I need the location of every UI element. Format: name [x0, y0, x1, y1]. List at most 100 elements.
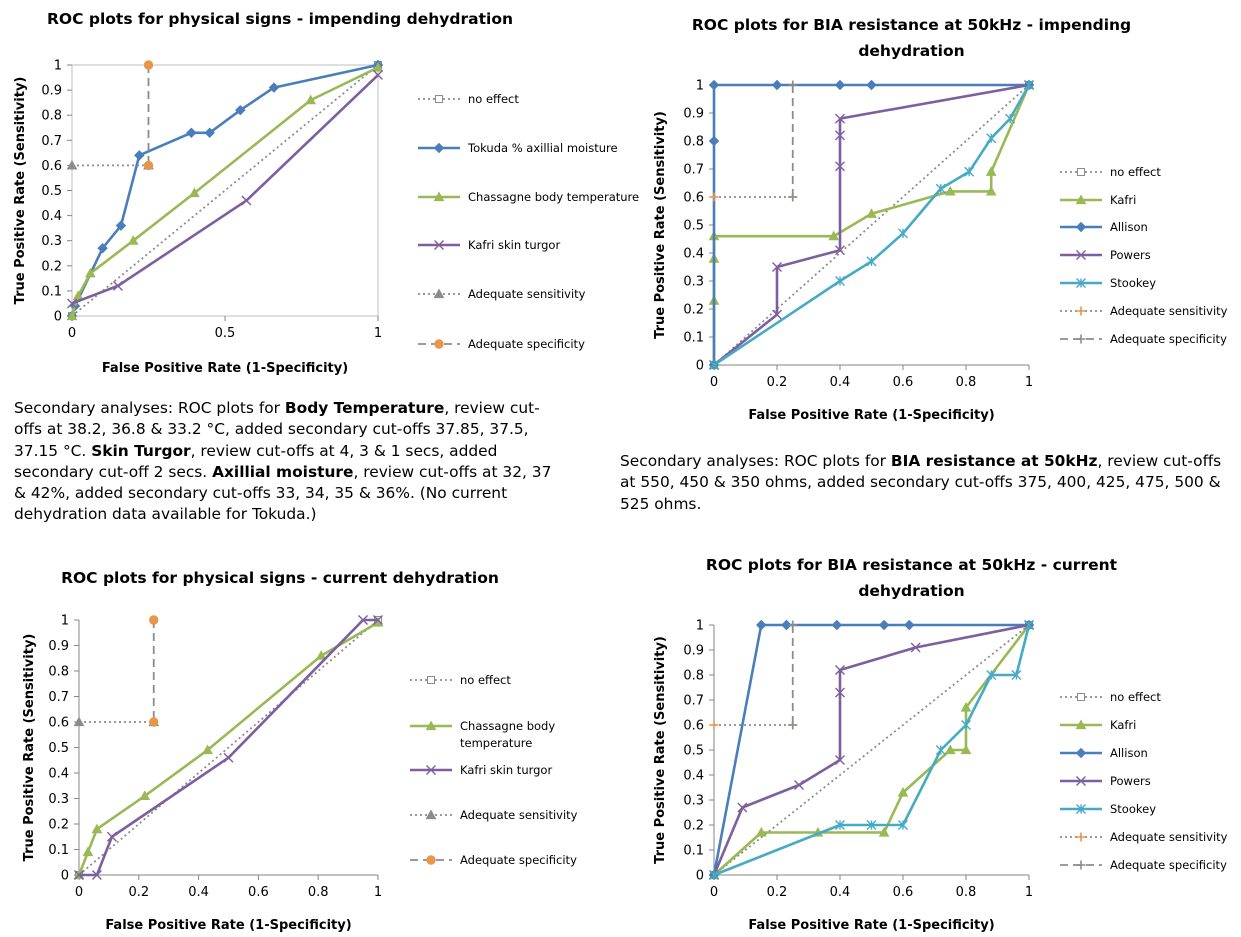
legend-marker [434, 339, 444, 349]
y-tick-label: 0.6 [48, 716, 69, 731]
data-point [143, 60, 154, 70]
y-tick-label: 1 [696, 79, 704, 94]
x-axis-label: False Positive Rate (1-Specificity) [748, 918, 994, 933]
legend-label: Kafri skin turgor [460, 763, 552, 777]
data-point [781, 619, 792, 631]
legend-item-adequate-specificity: Adequate specificity [1060, 858, 1227, 872]
series-adequate-sensitivity [73, 716, 160, 727]
legend-label: Allison [1110, 746, 1148, 760]
y-tick-label: 0.1 [41, 284, 62, 299]
series-chassagne-body-temperature [66, 61, 384, 321]
data-point [835, 687, 845, 698]
y-tick-label: 0.6 [683, 719, 704, 734]
data-point [986, 133, 997, 144]
y-tick-label: 0.8 [41, 109, 62, 124]
data-point [134, 150, 145, 161]
series-line [71, 64, 379, 317]
legend-label: Kafri skin turgor [468, 238, 560, 252]
y-tick-label: 0.2 [683, 819, 704, 834]
y-tick-label: 0.9 [683, 644, 704, 659]
series-line [713, 84, 1030, 366]
data-point [835, 130, 845, 141]
legend-item-allison: Allison [1060, 220, 1148, 234]
legend-item-adequate-sensitivity: Adequate sensitivity [1060, 830, 1228, 844]
y-tick-label: 0.4 [683, 769, 704, 784]
legend-label: Adequate sensitivity [460, 808, 578, 822]
data-point [106, 831, 117, 842]
chart-title: ROC plots for BIA resistance at 50kHz - … [692, 16, 1131, 34]
legend-item-stookey: Stookey [1060, 802, 1156, 816]
legend-label: Tokuda % axillial moisture [467, 141, 618, 155]
x-tick-label: 0.8 [956, 885, 977, 900]
y-tick-label: 0.6 [41, 159, 62, 174]
legend-marker [433, 191, 445, 202]
data-point [898, 228, 908, 239]
data-point [241, 195, 252, 206]
data-point [788, 80, 798, 90]
data-point [878, 619, 890, 631]
data-point [835, 665, 845, 675]
legend-label: Adequate specificity [460, 853, 577, 867]
note-text: , review cut-offs at 550, 450 & 350 ohms… [620, 452, 1222, 513]
legend-label: Adequate specificity [1110, 858, 1227, 872]
y-tick-label: 0.7 [683, 163, 704, 178]
data-point [964, 166, 975, 177]
data-point [143, 160, 154, 171]
note-emphasis: Body Temperature [284, 399, 445, 417]
data-point [73, 716, 85, 727]
legend-marker [1076, 804, 1086, 814]
data-point [835, 755, 845, 765]
legend-marker [435, 95, 443, 103]
x-tick-label: 0.4 [830, 375, 851, 390]
note-text: , review cut-offs at 4, 3 & 1 secs, adde… [14, 441, 498, 481]
data-point [139, 790, 151, 801]
legend-marker [1076, 860, 1086, 870]
y-tick-label: 0.3 [683, 275, 704, 290]
legend-label: Adequate sensitivity [1110, 304, 1228, 318]
y-tick-label: 0.7 [41, 134, 62, 149]
series-adequate-specificity [143, 60, 154, 171]
data-point [91, 823, 103, 834]
data-point [961, 720, 971, 730]
y-tick-label: 0.4 [48, 767, 69, 782]
y-axis-label: True Positive Rate (Sensitivity) [653, 111, 668, 339]
legend-item-no-effect: no effect [1060, 165, 1161, 179]
legend-item-adequate-specificity: Adequate specificity [410, 853, 577, 867]
legend-marker [426, 765, 436, 775]
x-axis-label: False Positive Rate (1-Specificity) [748, 408, 994, 423]
data-point [866, 820, 877, 830]
series-line [70, 66, 379, 317]
legend-label: no effect [468, 92, 519, 106]
data-point [788, 192, 798, 202]
note-text: , review cut-offs at 32, 37 & 42%, added… [14, 462, 552, 524]
data-point [235, 104, 246, 116]
data-point [960, 701, 972, 712]
legend: no effect Kafri Allison Powers Stookey Adequa… [1060, 165, 1228, 346]
legend-marker [1076, 250, 1086, 260]
legend-label: Adequate specificity [1110, 332, 1227, 346]
data-point [866, 208, 877, 218]
legend-item-kafri: Kafri [1060, 718, 1136, 732]
x-axis-label: False Positive Rate (1-Specificity) [105, 918, 351, 933]
data-point [223, 752, 234, 763]
y-tick-label: 0 [696, 869, 704, 884]
data-point [202, 744, 213, 755]
data-point [788, 620, 798, 630]
legend-marker [1076, 278, 1086, 288]
data-point [708, 135, 720, 147]
y-tick-label: 0.5 [683, 744, 704, 759]
data-point [149, 717, 159, 727]
x-tick-label: 0.6 [893, 375, 914, 390]
series-adequate-sensitivity [709, 720, 798, 730]
legend-marker [1075, 719, 1087, 730]
data-point [1024, 620, 1034, 630]
data-point [788, 720, 798, 730]
series-adequate-specificity [788, 80, 798, 202]
legend-marker [1076, 776, 1086, 786]
legend-marker [426, 855, 436, 865]
series-line [78, 619, 379, 876]
data-point [1024, 80, 1034, 90]
x-tick-label: 1 [1025, 375, 1033, 390]
series-stookey [709, 80, 1034, 370]
y-tick-label: 0.2 [41, 259, 62, 274]
